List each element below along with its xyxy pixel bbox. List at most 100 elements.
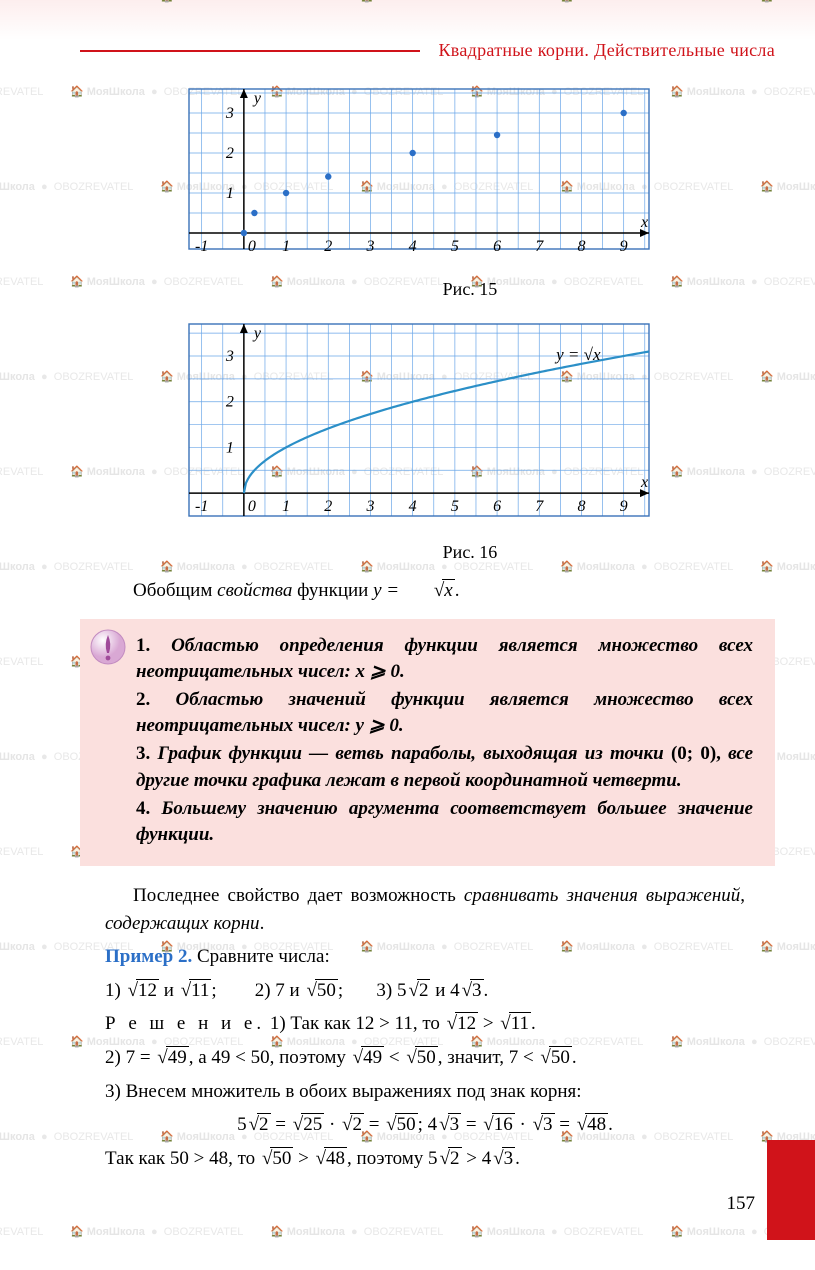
svg-text:8: 8: [577, 238, 585, 255]
t: 1) Так как 12 > 11, то: [265, 1013, 445, 1034]
figure-16: -11234567890123xyy = √x Рис. 16: [165, 314, 775, 563]
svg-text:1: 1: [226, 185, 234, 202]
t: 2.: [136, 689, 150, 710]
solution-3-final: Так как 50 > 48, то 50 > 48, поэтому 52 …: [105, 1145, 745, 1173]
t: 3: [470, 979, 484, 1001]
t: : y ⩾ 0.: [344, 715, 403, 736]
t: 50: [415, 1046, 438, 1068]
header-title: Квадратные корни. Действительные числа: [438, 40, 775, 61]
t: 3: [502, 1147, 516, 1169]
svg-text:1: 1: [282, 238, 290, 255]
svg-text:5: 5: [451, 498, 459, 515]
t: <: [384, 1047, 404, 1068]
exclamation-icon: [90, 629, 126, 665]
t: ·: [324, 1114, 340, 1135]
svg-text:3: 3: [365, 498, 374, 515]
t: 49: [166, 1046, 189, 1068]
example-title: Пример 2.: [105, 946, 192, 967]
t: y =: [373, 580, 404, 601]
t: функции: [292, 580, 373, 601]
svg-text:-1: -1: [195, 498, 208, 515]
t: Областью определения функции является мн…: [136, 635, 753, 682]
figure-15: -11234567890123xy Рис. 15: [165, 79, 775, 300]
t: 3: [448, 1113, 462, 1135]
t: сравнивать значения выражений: [464, 885, 740, 906]
t: , значит, 7 <: [438, 1047, 539, 1068]
t: 3) 5: [376, 980, 406, 1001]
t: .: [484, 980, 489, 1001]
svg-text:0: 0: [248, 238, 256, 255]
svg-text:8: 8: [577, 498, 585, 515]
svg-text:1: 1: [226, 439, 234, 456]
t: .: [608, 1114, 613, 1135]
t: 50: [315, 979, 338, 1001]
t: , поэтому 5: [347, 1148, 438, 1169]
page-number: 157: [727, 1193, 756, 1215]
svg-text:7: 7: [535, 238, 544, 255]
svg-text:2: 2: [324, 238, 332, 255]
t: 2: [417, 979, 431, 1001]
t: Последнее свойство дает возможность: [133, 885, 464, 906]
svg-text:y: y: [252, 90, 262, 107]
svg-text:0: 0: [248, 498, 256, 515]
t: 50: [549, 1046, 572, 1068]
t: 48: [585, 1113, 608, 1135]
svg-text:x: x: [640, 474, 648, 491]
t: .: [260, 913, 265, 934]
t: и: [159, 980, 179, 1001]
solution-1: Р е ш е н и е. 1) Так как 12 > 11, то 12…: [105, 1010, 745, 1038]
t: 11: [189, 979, 211, 1001]
solution-3-eq: 52 = 25 · 2 = 50; 43 = 16 · 3 = 48.: [105, 1111, 745, 1139]
t: .: [515, 1148, 520, 1169]
svg-text:4: 4: [409, 498, 417, 515]
t: 4.: [136, 798, 150, 819]
svg-text:9: 9: [620, 498, 628, 515]
t: ; 4: [418, 1114, 438, 1135]
t: (0; 0),: [671, 743, 721, 764]
t: 3) Внесем множитель в обоих выражениях п…: [105, 1081, 582, 1102]
t: .: [572, 1047, 577, 1068]
t: Обобщим: [133, 580, 217, 601]
svg-text:2: 2: [226, 145, 234, 162]
chapter-header: Квадратные корни. Действительные числа: [80, 40, 775, 61]
solution-2: 2) 7 = 49, а 49 < 50, поэтому 49 < 50, з…: [105, 1044, 745, 1072]
fig15-caption: Рис. 15: [165, 279, 775, 300]
t: 50: [395, 1113, 418, 1135]
fig16-caption: Рис. 16: [165, 542, 775, 563]
t: =: [364, 1114, 384, 1135]
t: 12: [455, 1012, 478, 1034]
t: 3: [541, 1113, 555, 1135]
example-list: 1) 12 и 11; 2) 7 и 50; 3) 52 и 43.: [105, 977, 745, 1005]
svg-text:7: 7: [535, 498, 544, 515]
chart-line: -11234567890123xyy = √x: [165, 314, 661, 536]
t: Сравните числа:: [192, 946, 330, 967]
t: 11: [509, 1012, 531, 1034]
t: 2) 7 и: [255, 980, 305, 1001]
t: 12: [136, 979, 159, 1001]
svg-text:6: 6: [493, 238, 501, 255]
t: =: [555, 1114, 575, 1135]
t: 2: [350, 1113, 364, 1135]
header-rule: [80, 50, 420, 52]
t: ,: [740, 885, 745, 906]
t: 48: [324, 1147, 347, 1169]
t: =: [271, 1114, 291, 1135]
t: 2) 7 =: [105, 1047, 155, 1068]
t: 2: [257, 1113, 271, 1135]
t: содержащих корни: [105, 913, 260, 934]
after-paragraph: Последнее свойство дает возможность срав…: [105, 882, 745, 937]
svg-text:3: 3: [225, 105, 234, 122]
properties-box: 1. Областью определения функции является…: [80, 619, 775, 867]
t: 3.: [136, 743, 150, 764]
svg-text:y = √x: y = √x: [554, 345, 601, 364]
svg-text:y: y: [252, 325, 262, 342]
t: 50: [270, 1147, 293, 1169]
svg-text:-1: -1: [195, 238, 208, 255]
t: Областью значений функции является множе…: [136, 689, 753, 736]
svg-text:x: x: [640, 214, 648, 231]
t: и 4: [430, 980, 459, 1001]
t: >: [478, 1013, 498, 1034]
t: 16: [492, 1113, 515, 1135]
t: Большему значению аргумента соответствуе…: [136, 798, 753, 845]
t: .: [531, 1013, 536, 1034]
